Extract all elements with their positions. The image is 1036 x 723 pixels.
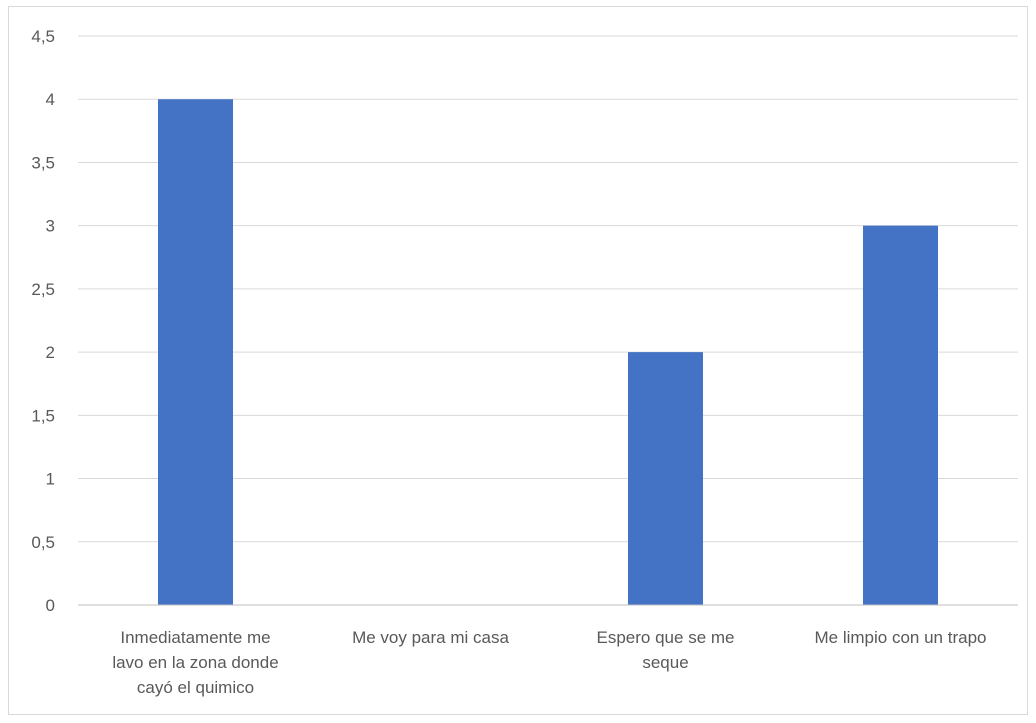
- x-category-label-line: seque: [642, 653, 688, 672]
- x-category-label: Espero que se me seque: [597, 628, 735, 672]
- x-category-label-line: Espero que se me: [597, 628, 735, 647]
- y-tick-label: 0,5: [31, 533, 55, 552]
- y-tick-label: 4,5: [31, 27, 55, 46]
- x-category-label: Me voy para mi casa: [352, 628, 509, 647]
- y-tick-label: 1,5: [31, 406, 55, 425]
- x-category-label: Inmediatamente me lavo en la zona donde ca…: [112, 628, 278, 697]
- x-category-labels: Inmediatamente me lavo en la zona donde ca…: [112, 628, 986, 697]
- x-category-label: Me limpio con un trapo: [815, 628, 987, 647]
- y-tick-labels: 0 0,5 1 1,5 2 2,5 3 3,5 4 4,5: [31, 27, 55, 615]
- x-category-label-line: Me voy para mi casa: [352, 628, 509, 647]
- x-category-label-line: cayó el quimico: [137, 678, 254, 697]
- bar: [628, 352, 703, 605]
- y-tick-label: 3: [46, 217, 55, 236]
- bar: [863, 225, 938, 605]
- y-tick-label: 3,5: [31, 153, 55, 172]
- y-tick-label: 4: [46, 90, 55, 109]
- bars: [158, 99, 938, 605]
- y-tick-label: 2: [46, 343, 55, 362]
- x-category-label-line: Inmediatamente me: [120, 628, 270, 647]
- x-category-label-line: Me limpio con un trapo: [815, 628, 987, 647]
- y-tick-label: 2,5: [31, 280, 55, 299]
- x-category-label-line: lavo en la zona donde: [112, 653, 278, 672]
- y-tick-label: 0: [46, 596, 55, 615]
- gridlines: [78, 35, 1018, 543]
- bar: [158, 99, 233, 605]
- y-tick-label: 1: [46, 470, 55, 489]
